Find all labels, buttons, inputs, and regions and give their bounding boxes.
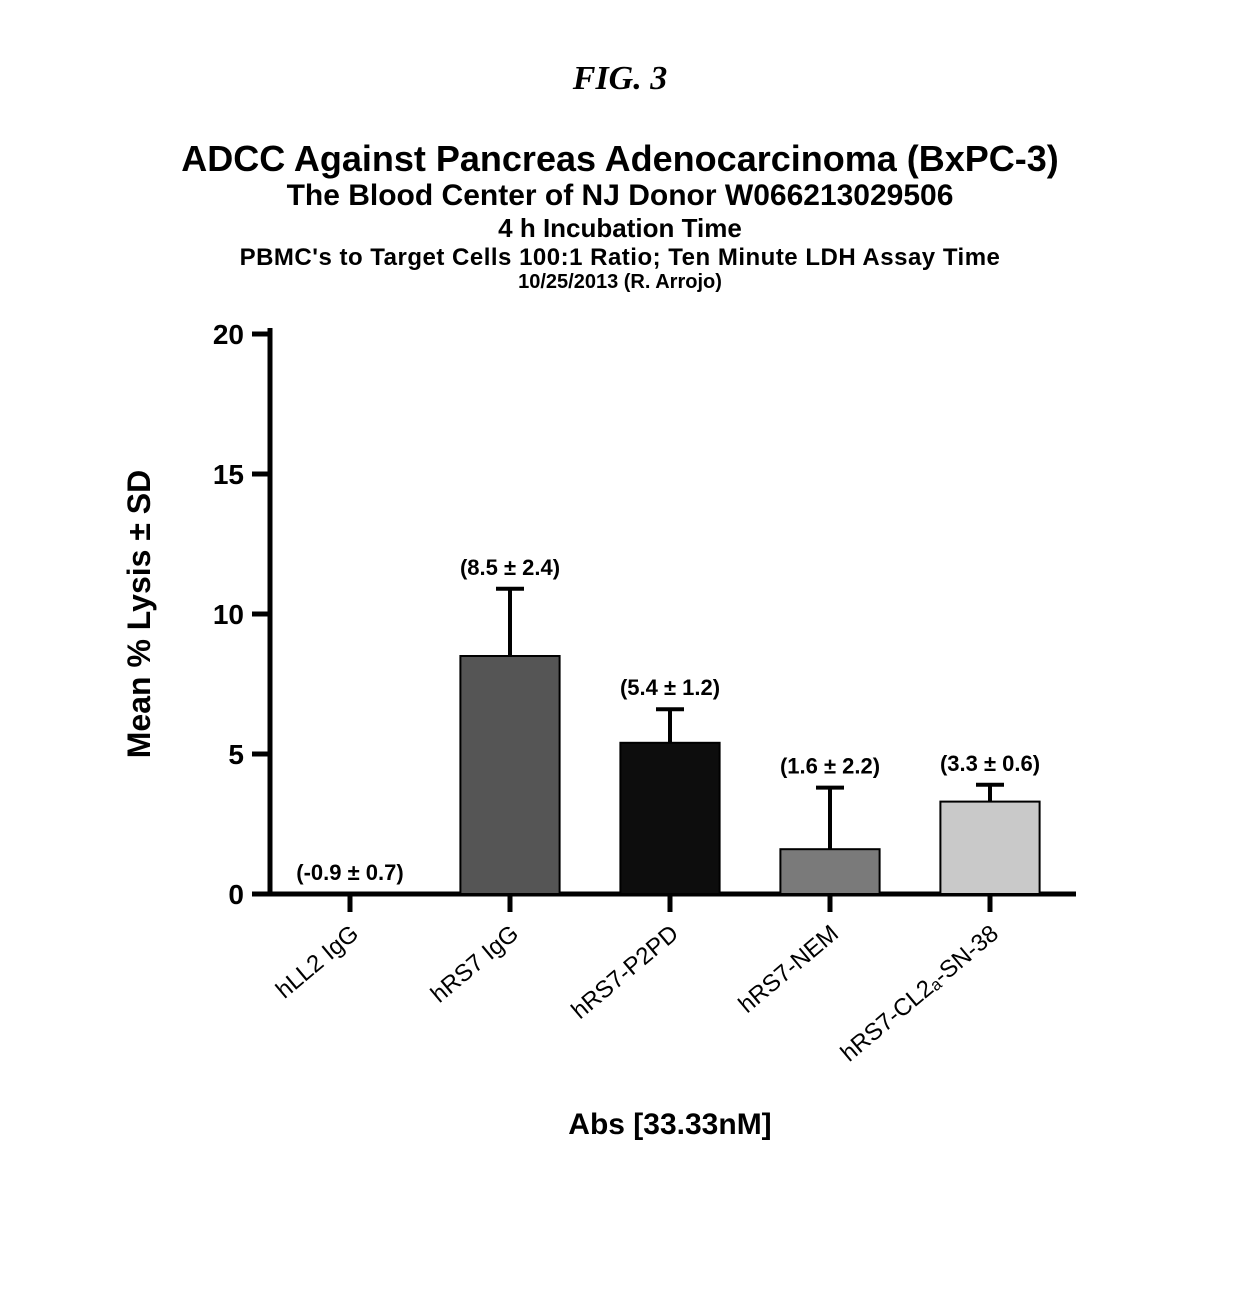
svg-text:(8.5 ± 2.4): (8.5 ± 2.4) [460,555,560,580]
svg-text:Mean % Lysis ± SD: Mean % Lysis ± SD [121,470,157,758]
svg-text:(-0.9 ± 0.7): (-0.9 ± 0.7) [296,860,403,885]
svg-text:Abs [33.33nM]: Abs [33.33nM] [568,1108,771,1141]
svg-text:15: 15 [213,459,244,490]
svg-text:(1.6 ± 2.2): (1.6 ± 2.2) [780,754,880,779]
figure-label: FIG. 3 [0,0,1240,138]
chart-titles: ADCC Against Pancreas Adenocarcinoma (Bx… [0,138,1240,294]
bar-chart: 0 5 10 15 20 Mean % Lysis ± SD (-0.9 ± 0.7) hLL… [0,294,1240,1274]
svg-text:20: 20 [213,319,244,350]
svg-text:(5.4 ± 1.2): (5.4 ± 1.2) [620,676,720,701]
title-sub1: The Blood Center of NJ Donor W0662130295… [0,179,1240,214]
svg-text:5: 5 [228,739,244,770]
title-sub2: 4 h Incubation Time [0,214,1240,244]
svg-text:hRS7-NEM: hRS7-NEM [734,920,844,1019]
title-sub4: 10/25/2013 (R. Arrojo) [0,271,1240,294]
svg-text:hRS7-P2PD: hRS7-P2PD [566,920,684,1025]
svg-text:hLL2 IgG: hLL2 IgG [271,920,364,1004]
title-sub3: PBMC's to Target Cells 100:1 Ratio; Ten … [0,244,1240,272]
svg-text:10: 10 [213,599,244,630]
svg-text:hRS7 IgG: hRS7 IgG [426,920,524,1008]
svg-text:hRS7-CL2ₐ-SN-38: hRS7-CL2ₐ-SN-38 [836,920,1004,1067]
title-main: ADCC Against Pancreas Adenocarcinoma (Bx… [0,138,1240,179]
svg-text:0: 0 [228,879,244,910]
svg-text:(3.3 ± 0.6): (3.3 ± 0.6) [940,751,1040,776]
